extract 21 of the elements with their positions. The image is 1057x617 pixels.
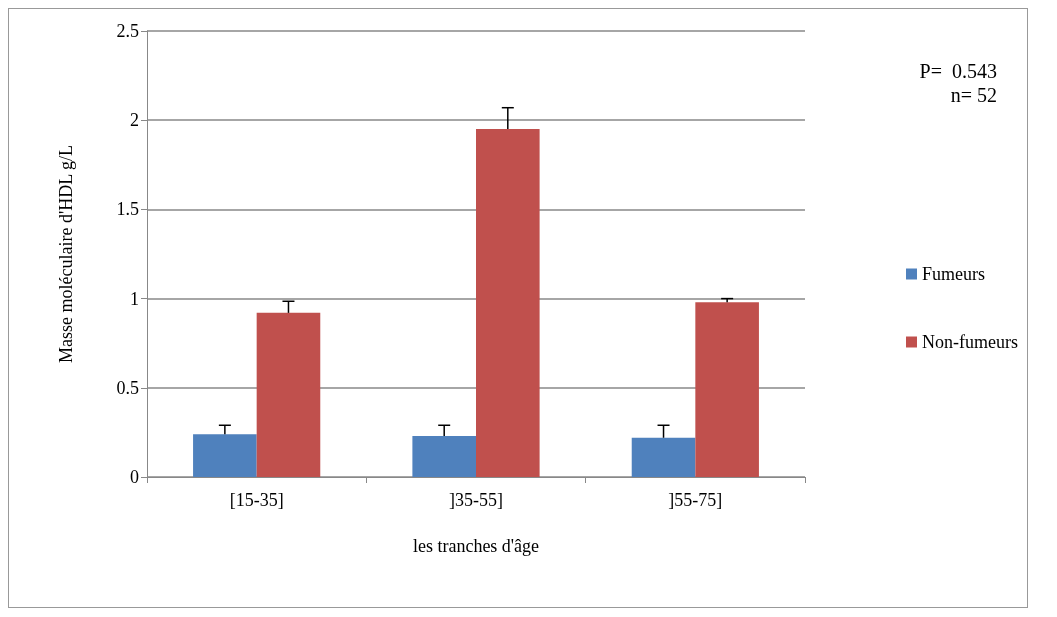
y-tick-label: 2.5 <box>116 21 139 41</box>
bar <box>412 435 476 477</box>
bar <box>256 312 321 477</box>
x-tick-label: [15-35] <box>229 490 284 510</box>
y-tick-label: 2 <box>130 110 139 131</box>
text: n= 52 <box>950 84 997 106</box>
y-axis-title: Masse moléculaire d'HDL g/L <box>56 144 76 364</box>
y-tick-label: 1.5 <box>116 199 139 220</box>
y-tick-label: 0 <box>130 467 139 487</box>
bar <box>695 302 759 477</box>
y-tick-label: 1 <box>130 288 139 309</box>
bar <box>193 434 257 477</box>
bar <box>476 129 540 477</box>
x-axis-title: les tranches d'âge <box>412 536 540 556</box>
text: P= 0.543 <box>919 60 997 82</box>
legend-label: Fumeurs <box>922 264 986 284</box>
bar <box>631 437 696 477</box>
y-tick-label: 0.5 <box>116 377 139 398</box>
x-tick-label: ]35-55] <box>449 490 503 510</box>
x-tick-label: ]55-75] <box>668 490 723 510</box>
legend-label: Non-fumeurs <box>922 332 1019 352</box>
